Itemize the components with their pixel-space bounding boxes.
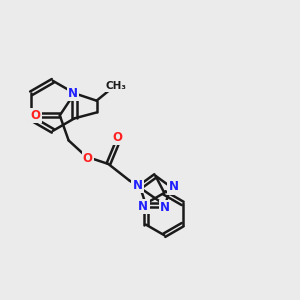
- Text: N: N: [169, 181, 178, 194]
- Text: N: N: [68, 87, 78, 100]
- Text: O: O: [112, 131, 122, 144]
- Text: N: N: [160, 201, 170, 214]
- Text: N: N: [133, 179, 142, 192]
- Text: O: O: [30, 109, 40, 122]
- Text: N: N: [138, 200, 148, 213]
- Text: O: O: [83, 152, 93, 165]
- Text: CH₃: CH₃: [106, 81, 127, 91]
